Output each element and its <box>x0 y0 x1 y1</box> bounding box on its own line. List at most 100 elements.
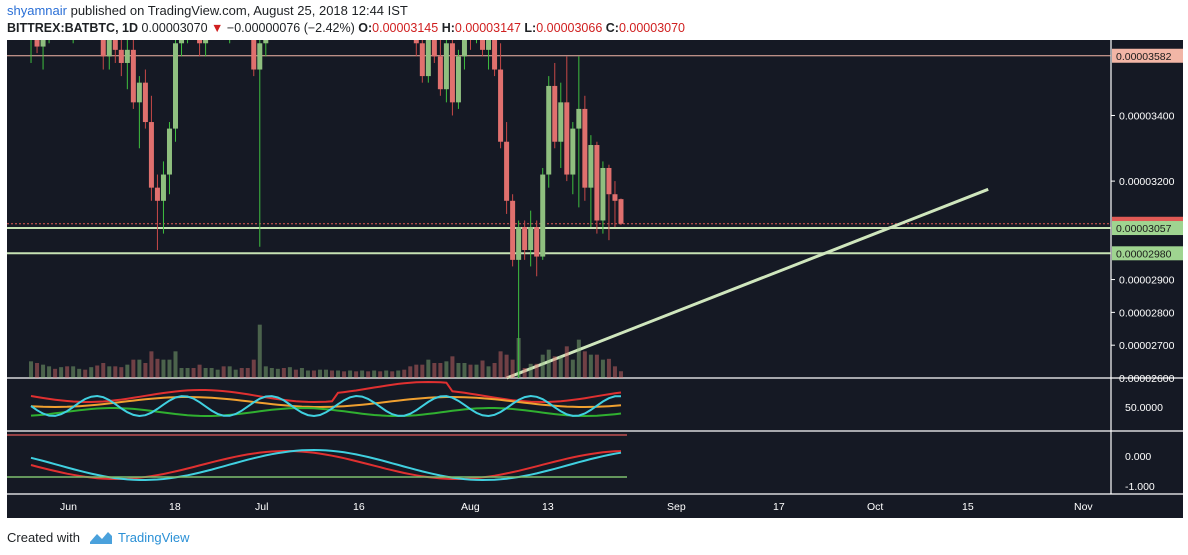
volume-bar <box>47 366 52 378</box>
candle-body <box>40 40 46 47</box>
candle-body <box>546 85 552 175</box>
volume-bar <box>131 359 136 378</box>
high-value: 0.00003147 <box>454 21 521 35</box>
volume-bar <box>330 370 335 378</box>
volume-bar <box>281 368 286 378</box>
volume-bar <box>438 363 443 378</box>
candle-body <box>179 40 185 44</box>
change-arrow-icon: ▼ <box>211 21 224 35</box>
candle-body <box>251 40 257 70</box>
level-tag <box>1112 246 1183 261</box>
volume-bar <box>125 364 130 378</box>
oscillator-tick-label: 50.0000 <box>1125 402 1163 414</box>
candle-body <box>600 167 606 221</box>
price-tick-label: 0.00002600 <box>1119 373 1175 385</box>
candle-body <box>197 40 203 44</box>
volume-bar <box>101 363 106 378</box>
volume-bar <box>137 359 142 378</box>
trendline <box>506 187 989 380</box>
candle-body <box>112 40 118 50</box>
candle-body <box>34 40 40 47</box>
volume-bar <box>390 371 395 378</box>
volume-bar <box>432 363 437 378</box>
volume-bar <box>245 368 250 378</box>
low-value: 0.00003066 <box>536 21 603 35</box>
price-tick-label: 0.00003200 <box>1119 176 1175 188</box>
volume-bar <box>149 351 154 378</box>
candle-body <box>425 40 431 77</box>
volume-bar <box>576 339 581 378</box>
price-tick-label: 0.00002700 <box>1119 340 1175 352</box>
volume-bar <box>161 359 166 378</box>
volume-bar <box>540 354 545 378</box>
volume-bar <box>360 370 365 378</box>
time-tick-label: Nov <box>1074 501 1093 513</box>
candle-body <box>552 85 558 142</box>
candle-body <box>413 40 419 44</box>
volume-bar <box>89 367 94 378</box>
low-label: L: <box>524 21 537 35</box>
candle-body <box>570 128 576 175</box>
candle-body <box>480 40 486 50</box>
volume-bar <box>426 359 431 378</box>
author-link[interactable]: shyamnair <box>7 3 67 18</box>
candle-body <box>130 49 136 103</box>
time-tick-label: Jun <box>60 501 77 513</box>
volume-bar <box>35 363 40 378</box>
volume-bar <box>342 371 347 378</box>
volume-bar <box>185 368 190 378</box>
candle-body <box>100 40 106 57</box>
time-tick-label: 18 <box>169 501 181 513</box>
volume-bar <box>420 364 425 378</box>
candle-body <box>160 174 166 201</box>
macd-tick-label: 0.000 <box>1125 451 1151 463</box>
volume-bar <box>612 366 617 378</box>
chart-canvas[interactable]: 0.00003400 0.00003200 0.00002900 0.00002800… <box>7 40 1183 518</box>
candle-body <box>142 82 148 123</box>
volume-bar <box>311 370 316 378</box>
candle-body <box>263 40 269 44</box>
candle-body <box>257 43 263 70</box>
volume-bar <box>450 356 455 378</box>
price-tick-label: 0.00002900 <box>1119 275 1175 287</box>
candle-body <box>522 227 528 251</box>
candle-body <box>504 141 510 201</box>
footer: Created with TradingView <box>0 518 1188 555</box>
volume-bar <box>348 370 353 378</box>
volume-bar <box>59 367 64 378</box>
chart-area[interactable]: 0.00003400 0.00003200 0.00002900 0.00002800… <box>7 40 1183 518</box>
volume-bar <box>317 369 322 378</box>
volume-bar <box>498 351 503 378</box>
candle-body <box>461 40 467 57</box>
volume-bar <box>402 369 407 378</box>
volume-bar <box>107 366 112 378</box>
publish-line: shyamnair published on TradingView.com, … <box>7 3 408 18</box>
volume-bar <box>293 369 298 378</box>
volume-bar <box>299 368 304 378</box>
created-with-label: Created with <box>7 530 80 545</box>
volume-bar <box>594 354 599 378</box>
candle-body <box>106 40 112 57</box>
candle-body <box>486 40 492 50</box>
volume-bar <box>173 351 178 378</box>
volume-bar <box>606 358 611 378</box>
price-tick-label: 0.00002800 <box>1119 307 1175 319</box>
volume-bar <box>251 359 256 378</box>
volume-bar <box>558 356 563 378</box>
volume-bar <box>269 368 274 378</box>
candle-body <box>540 174 546 257</box>
macd-tick-label: -1.000 <box>1125 481 1155 493</box>
volume-bar <box>564 346 569 378</box>
volume-bar <box>444 361 449 378</box>
volume-bar <box>71 366 76 378</box>
volume-bar <box>588 354 593 378</box>
tradingview-brand-link[interactable]: TradingView <box>118 530 190 545</box>
candle-body <box>594 145 600 221</box>
candle-body <box>498 69 504 142</box>
volume-bar <box>468 364 473 378</box>
volume-bar <box>354 371 359 378</box>
volume-bar <box>384 370 389 378</box>
volume-bar <box>287 367 292 378</box>
volume-bar <box>257 324 262 378</box>
volume-bar <box>155 358 160 378</box>
